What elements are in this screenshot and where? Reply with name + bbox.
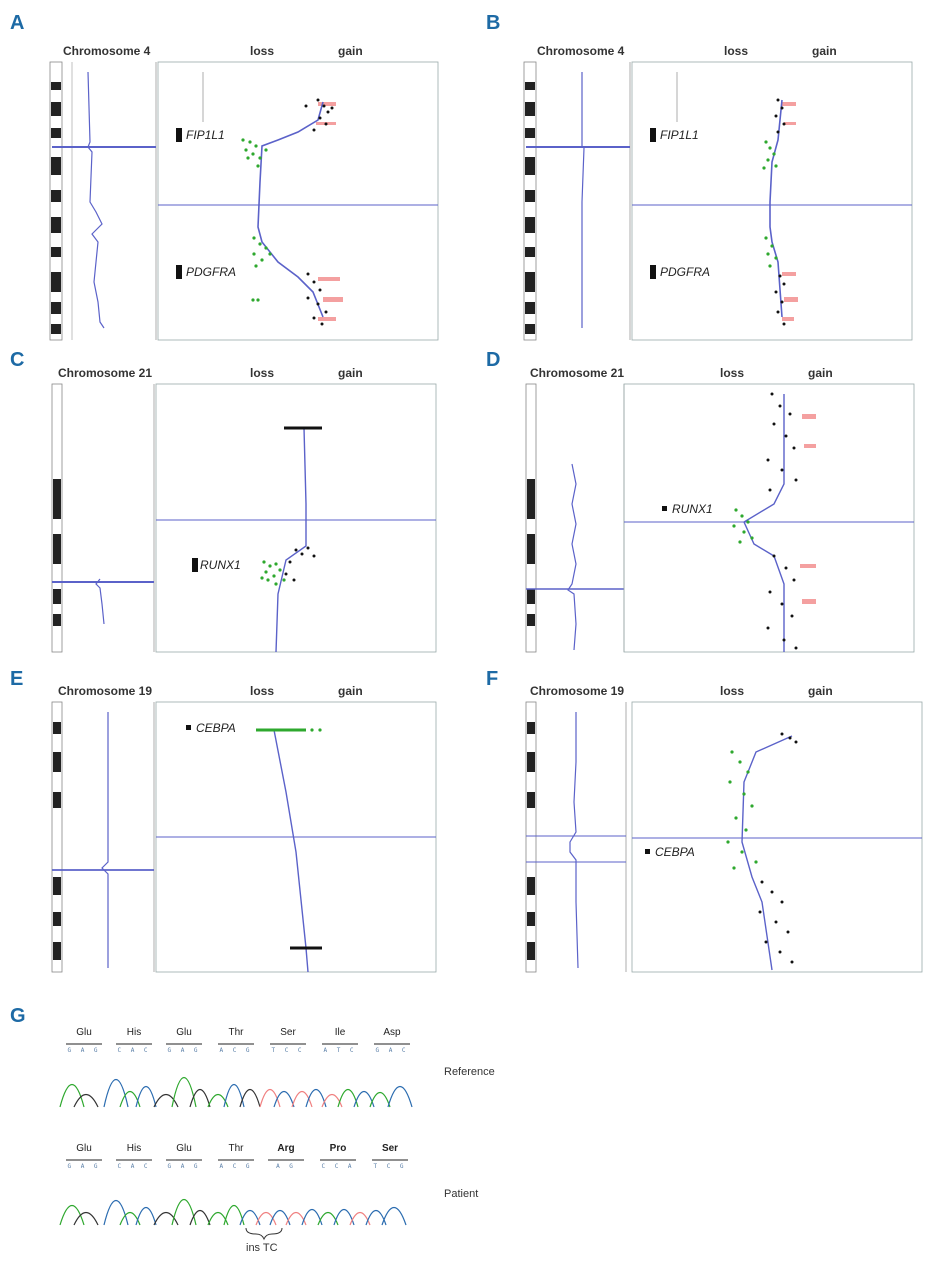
chromosome-title: Chromosome 19 xyxy=(58,684,153,698)
panel-letter-f: F xyxy=(486,668,499,690)
gene-label-pdgfra: PDGFRA xyxy=(186,265,237,279)
gain-label: gain xyxy=(808,366,833,380)
codon-bases: C A C xyxy=(117,1163,151,1170)
insertion-bracket xyxy=(245,1227,283,1241)
amino-acid-label: Thr xyxy=(228,1143,244,1154)
panel-letter-e: E xyxy=(10,668,24,690)
cnv-plot xyxy=(631,701,923,973)
loss-label: loss xyxy=(724,44,749,58)
amino-acid-label: Glu xyxy=(176,1143,192,1154)
gene-label-runx1: RUNX1 xyxy=(200,558,241,572)
codon-bases: G A G xyxy=(67,1163,101,1170)
gene-marker xyxy=(186,725,191,730)
gene-marker xyxy=(662,506,667,511)
amino-acid-label: Glu xyxy=(76,1027,92,1038)
amino-acid-label: His xyxy=(126,1143,142,1154)
gain-label: gain xyxy=(338,366,363,380)
overview-trace xyxy=(52,62,157,340)
codon-bases: A C G xyxy=(219,1047,253,1054)
chromosome-ideogram xyxy=(51,701,63,973)
gain-label: gain xyxy=(812,44,837,58)
panel-letter-a: A xyxy=(10,12,25,34)
chromosome-ideogram xyxy=(523,61,537,341)
chromosome-title: Chromosome 21 xyxy=(530,366,625,380)
chromatogram-patient xyxy=(59,1199,407,1226)
panel-letter-g: G xyxy=(10,1005,26,1027)
reference-label: Reference xyxy=(444,1066,495,1078)
amino-acid-label: Asp xyxy=(383,1027,401,1038)
cnv-plot xyxy=(631,61,913,341)
chromosome-ideogram xyxy=(525,701,537,973)
gene-label-pdgfra: PDGFRA xyxy=(660,265,711,279)
chromosome-title: Chromosome 4 xyxy=(537,44,625,58)
cnv-plot xyxy=(623,383,915,653)
codon-underlines xyxy=(66,1043,410,1045)
chromatogram-reference xyxy=(59,1076,413,1108)
codon-bases: A C G xyxy=(219,1163,253,1170)
amino-acid-label: Arg xyxy=(277,1143,295,1154)
overview-trace xyxy=(52,702,155,972)
codon-bases: T C G xyxy=(373,1163,407,1170)
overview-trace xyxy=(52,384,155,652)
codon-bases: A G xyxy=(276,1163,296,1170)
chromosome-title: Chromosome 21 xyxy=(58,366,153,380)
gene-label-cebpa: CEBPA xyxy=(655,845,695,859)
amino-acid-label: Ser xyxy=(280,1027,296,1038)
cnv-plot xyxy=(157,61,439,341)
codon-bases: G A C xyxy=(375,1047,409,1054)
overview-trace xyxy=(526,62,631,340)
amino-acid-label: Pro xyxy=(329,1143,347,1154)
codon-bases: C C A xyxy=(321,1163,355,1170)
loss-label: loss xyxy=(250,684,275,698)
cnv-plot xyxy=(155,701,437,973)
codon-bases: A T C xyxy=(323,1047,357,1054)
panel-letter-c: C xyxy=(10,349,25,371)
codon-bases: G A G xyxy=(67,1047,101,1054)
gene-marker xyxy=(650,128,656,142)
codon-underlines xyxy=(66,1159,408,1161)
chromosome-ideogram xyxy=(49,61,73,341)
amino-acid-label: Ser xyxy=(381,1143,399,1154)
loss-label: loss xyxy=(720,684,745,698)
panel-letter-d: D xyxy=(486,349,501,371)
amino-acid-label: Glu xyxy=(76,1143,92,1154)
chromosome-title: Chromosome 4 xyxy=(63,44,151,58)
gain-label: gain xyxy=(808,684,833,698)
gene-marker xyxy=(176,128,182,142)
gene-label-fip1l1: FIP1L1 xyxy=(660,128,699,142)
chromosome-ideogram xyxy=(525,383,537,653)
chromosome-ideogram xyxy=(51,383,63,653)
gene-label-fip1l1: FIP1L1 xyxy=(186,128,225,142)
gene-marker xyxy=(176,265,182,279)
gene-marker xyxy=(645,849,650,854)
loss-label: loss xyxy=(250,366,275,380)
codon-bases: G A G xyxy=(167,1163,201,1170)
codon-bases: G A G xyxy=(167,1047,201,1054)
gene-label-runx1: RUNX1 xyxy=(672,502,713,516)
amino-acid-label: His xyxy=(126,1027,142,1038)
amino-acid-label: Thr xyxy=(228,1027,244,1038)
amino-acid-label: Ile xyxy=(334,1027,346,1038)
gain-label: gain xyxy=(338,44,363,58)
codon-bases: C A C xyxy=(117,1047,151,1054)
gene-marker xyxy=(192,558,198,572)
gene-marker xyxy=(650,265,656,279)
gene-label-cebpa: CEBPA xyxy=(196,721,236,735)
amino-acid-label: Glu xyxy=(176,1027,192,1038)
cnv-plot xyxy=(155,383,437,653)
gain-label: gain xyxy=(338,684,363,698)
panel-letter-b: B xyxy=(486,12,501,34)
overview-trace xyxy=(526,702,627,972)
loss-label: loss xyxy=(250,44,275,58)
patient-label: Patient xyxy=(444,1188,479,1200)
loss-label: loss xyxy=(720,366,745,380)
codon-bases: T C C xyxy=(271,1047,305,1054)
chromosome-title: Chromosome 19 xyxy=(530,684,625,698)
insertion-label: ins TC xyxy=(246,1242,278,1254)
overview-trace xyxy=(526,384,625,652)
